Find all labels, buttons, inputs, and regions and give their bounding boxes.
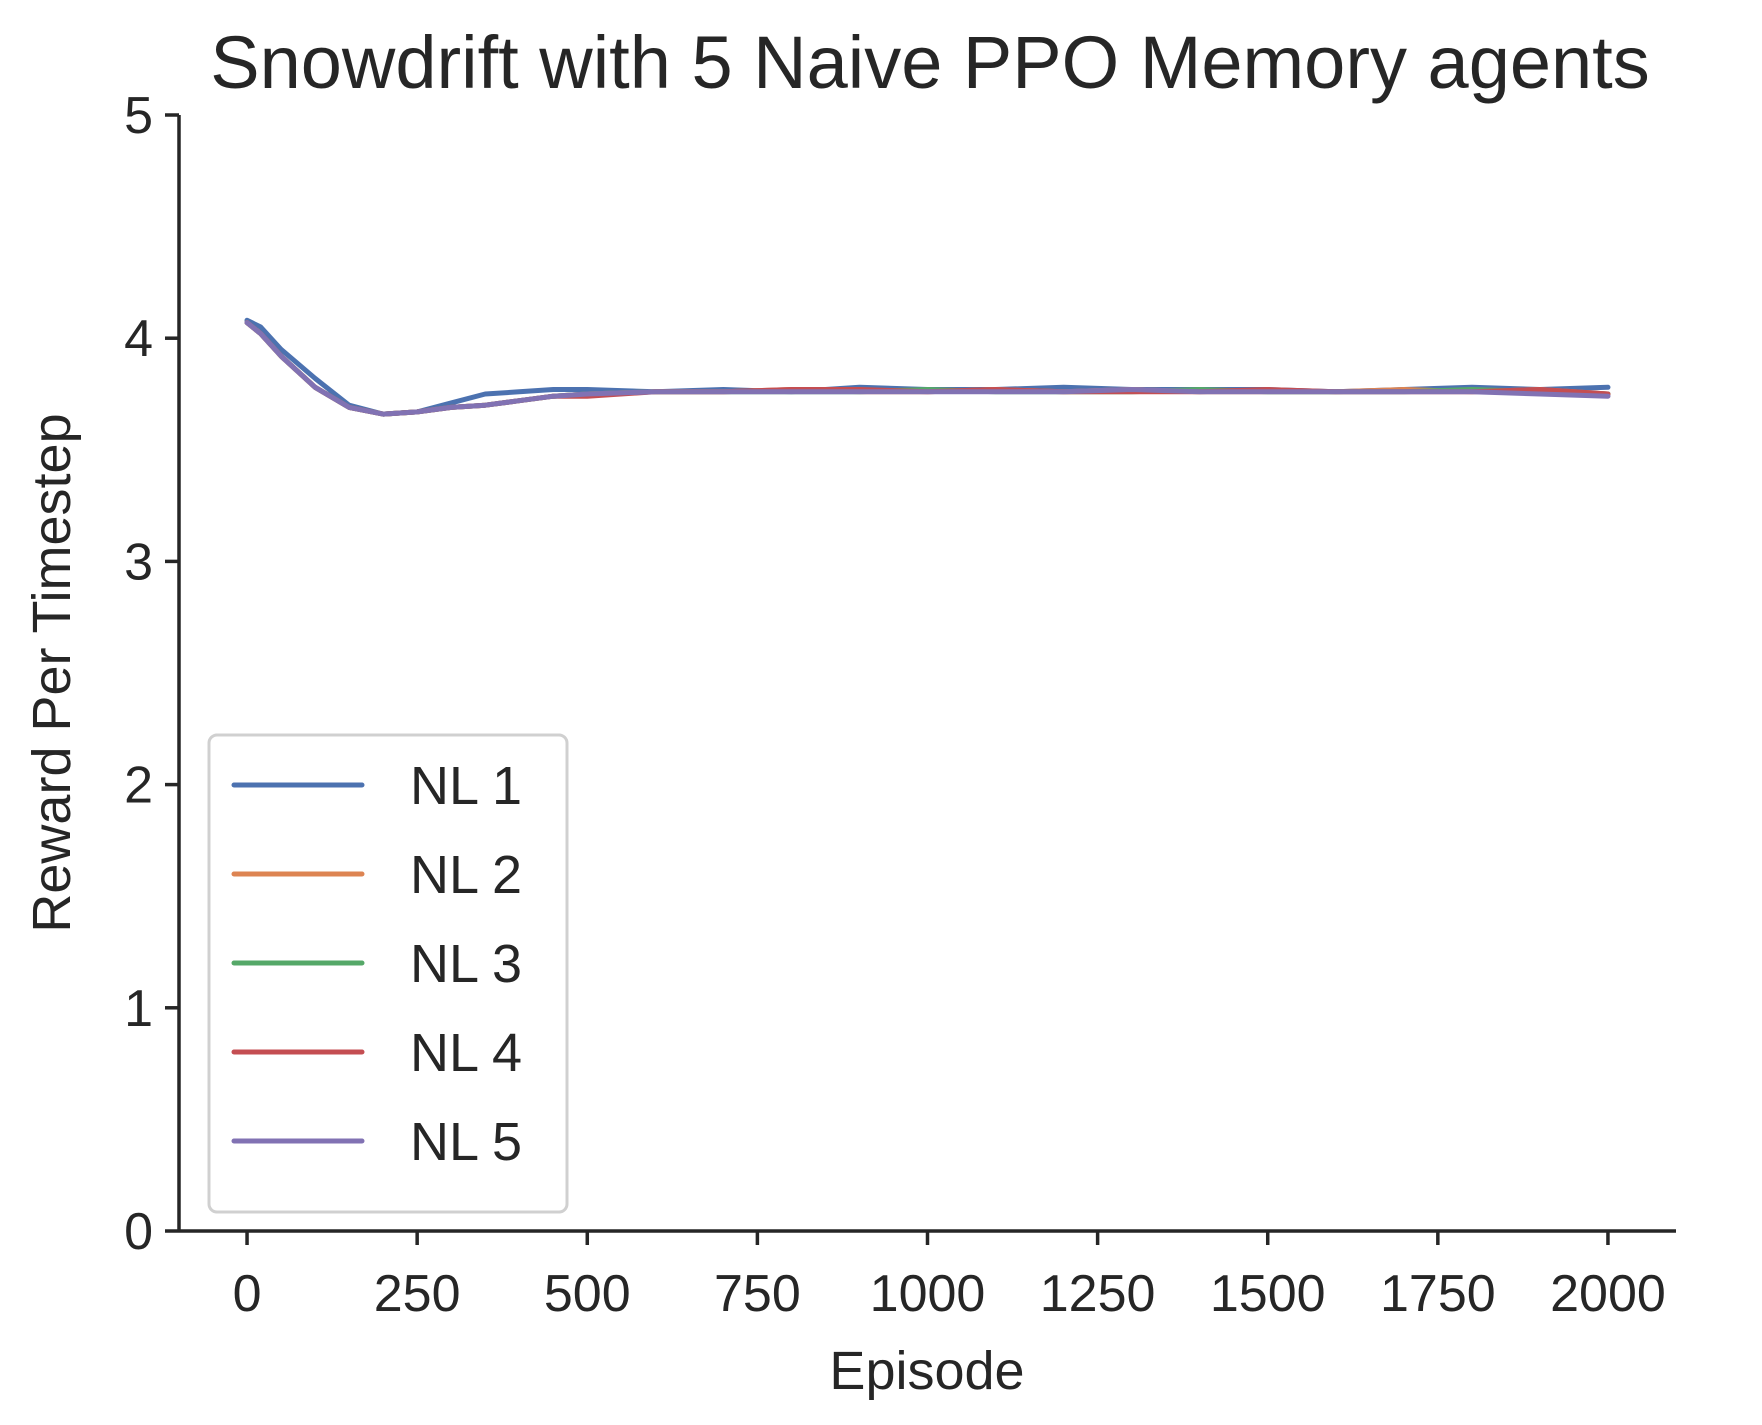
x-tick-label: 500 [544,1265,631,1323]
y-tick-label: 3 [124,533,153,591]
y-tick-label: 2 [124,757,153,815]
x-tick-label: 2000 [1550,1265,1666,1323]
legend-label: NL 2 [410,845,522,905]
x-tick-label: 1250 [1040,1265,1156,1323]
x-tick-label: 1000 [870,1265,986,1323]
legend-label: NL 5 [410,1112,522,1172]
x-ticks: 0 250 500 750 1000 1250 1500 1750 2000 [233,1231,1666,1323]
legend: NL 1 NL 2 NL 3 NL 4 NL 5 [207,733,569,1214]
chart-title: Snowdrift with 5 Naive PPO Memory agents [210,21,1649,104]
x-tick-label: 0 [233,1265,262,1323]
legend-box [207,733,569,1214]
x-tick-label: 1500 [1210,1265,1326,1323]
series-group [244,317,1611,417]
y-tick-label: 0 [124,1203,153,1261]
y-tick-label: 4 [124,310,153,368]
x-tick-label: 750 [714,1265,801,1323]
x-axis-label: Episode [829,1341,1024,1401]
y-axis-label: Reward Per Timestep [22,413,82,932]
series-line-5 [244,320,1611,417]
y-tick-label: 1 [124,980,153,1038]
legend-label: NL 1 [410,756,522,816]
x-tick-label: 1750 [1380,1265,1496,1323]
legend-label: NL 4 [410,1023,522,1083]
x-tick-label: 250 [374,1265,461,1323]
y-tick-label: 5 [124,87,153,145]
y-ticks: 0 1 2 3 4 5 [124,87,179,1261]
legend-label: NL 3 [410,934,522,994]
